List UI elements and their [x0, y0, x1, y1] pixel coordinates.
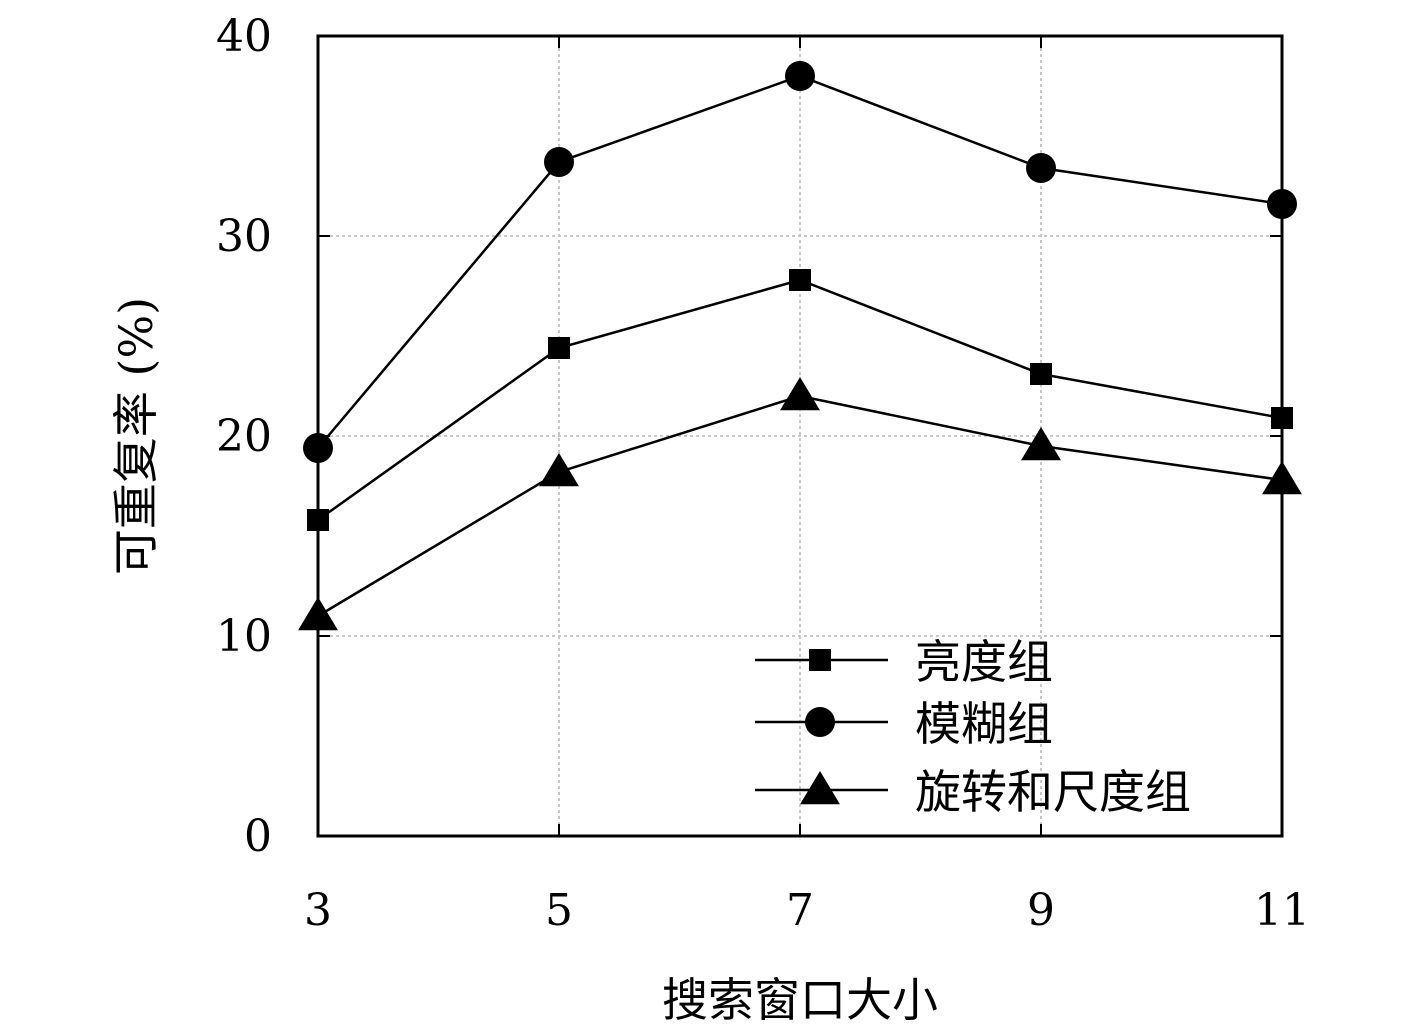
axis-ticks: 3 5 7 9 11 0 10 20 30 40 [216, 11, 1310, 936]
data-point-triangle [539, 453, 579, 487]
legend-marker-triangle [800, 771, 840, 805]
data-point-circle [785, 61, 815, 91]
x-axis-label: 搜索窗口大小 [662, 973, 938, 1027]
y-tick-label: 10 [216, 611, 272, 662]
legend-item: 旋转和尺度组 [755, 765, 1191, 819]
data-point-triangle [780, 377, 820, 411]
legend-marker-square [809, 649, 831, 671]
x-tick-label: 9 [1027, 885, 1055, 936]
y-tick-label: 0 [244, 811, 272, 862]
data-point-square [789, 269, 811, 291]
grid [318, 36, 1282, 836]
data-point-circle [1026, 153, 1056, 183]
series-1 [307, 269, 1293, 531]
data-point-square [548, 337, 570, 359]
y-axis-label: 可重复率 (%) [109, 297, 163, 575]
x-tick-label: 7 [786, 885, 814, 936]
legend-label: 亮度组 [915, 635, 1053, 689]
x-tick-label: 3 [304, 885, 332, 936]
data-point-square [1030, 363, 1052, 385]
data-point-triangle [1021, 427, 1061, 461]
legend-item: 模糊组 [755, 697, 1053, 751]
plot-frame [316, 34, 1284, 838]
legend-item: 亮度组 [755, 635, 1053, 689]
y-tick-label: 20 [216, 411, 272, 462]
y-tick-label: 40 [216, 11, 272, 62]
x-tick-label: 11 [1254, 885, 1310, 936]
legend-label: 模糊组 [915, 697, 1053, 751]
data-point-circle [544, 147, 574, 177]
y-tick-label: 30 [216, 211, 272, 262]
x-tick-label: 5 [545, 885, 573, 936]
legend-marker-circle [805, 707, 835, 737]
legend-label: 旋转和尺度组 [915, 765, 1191, 819]
